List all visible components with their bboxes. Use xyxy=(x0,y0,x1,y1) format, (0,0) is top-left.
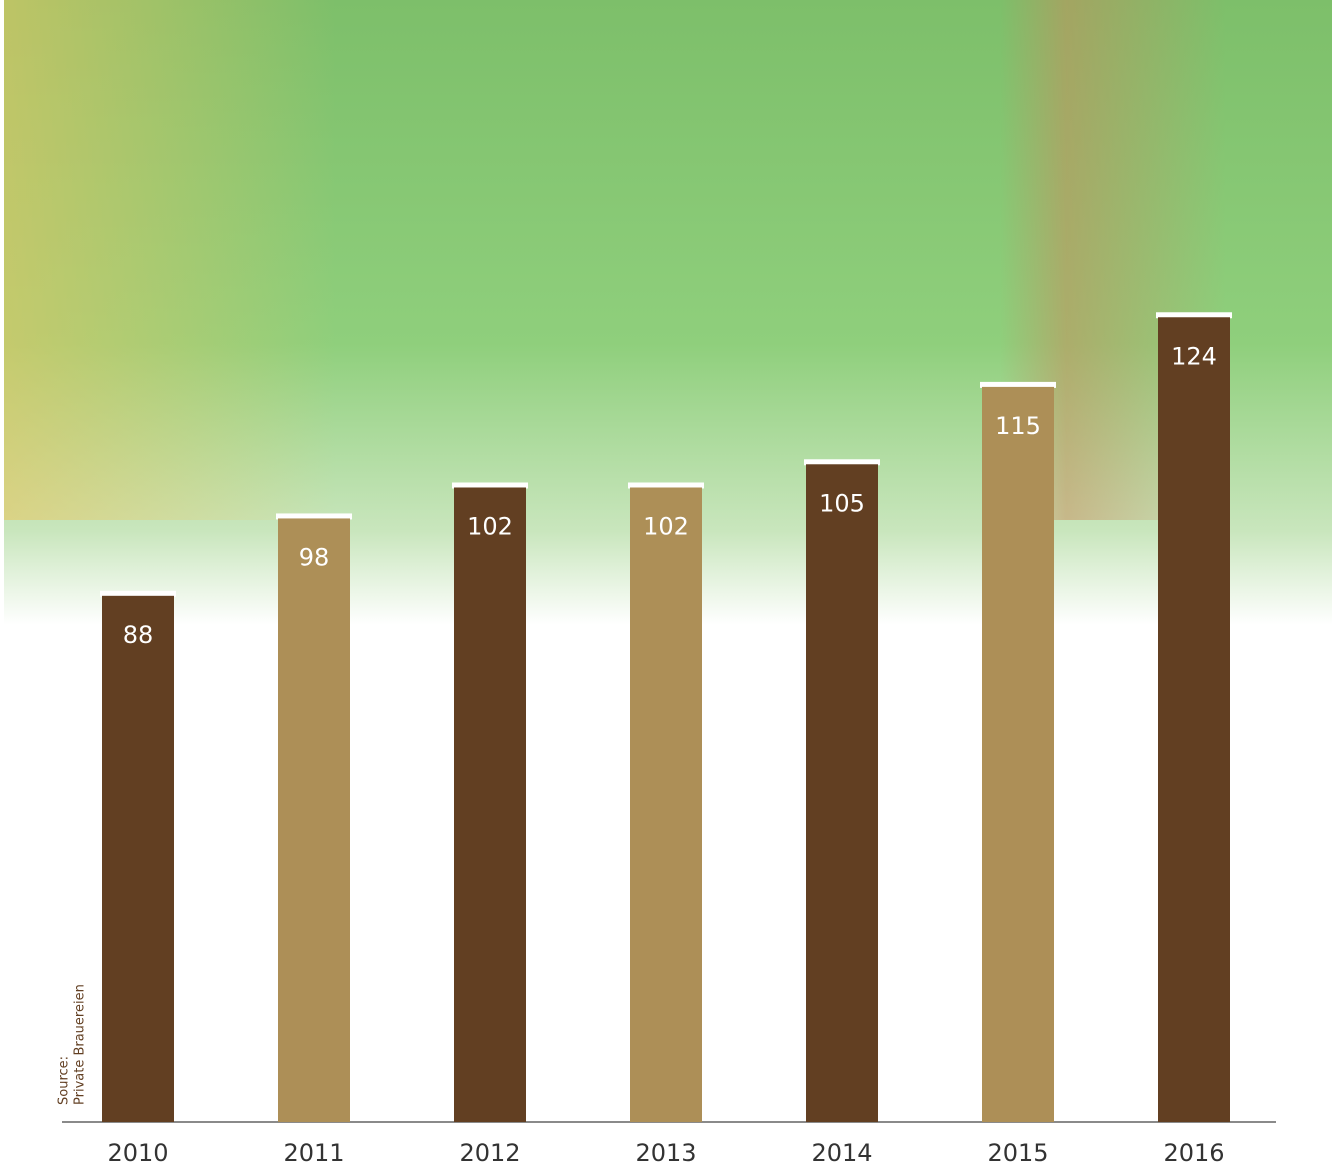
x-tick-label: 2014 xyxy=(811,1139,872,1167)
value-label: 88 xyxy=(123,621,154,649)
source-note: Source: Private Brauereien xyxy=(57,984,88,1105)
value-label: 124 xyxy=(1171,342,1217,370)
bar xyxy=(806,464,878,1122)
bar xyxy=(1158,317,1230,1122)
source-label: Source: xyxy=(57,1056,72,1105)
value-label: 98 xyxy=(299,543,330,571)
bar xyxy=(630,487,702,1122)
x-tick-label: 2015 xyxy=(987,1139,1048,1167)
value-label: 102 xyxy=(467,512,513,540)
bar xyxy=(982,387,1054,1122)
bar xyxy=(278,518,350,1122)
x-tick-label: 2010 xyxy=(107,1139,168,1167)
photo-tint xyxy=(4,0,1332,520)
value-label: 105 xyxy=(819,489,865,517)
x-tick-label: 2012 xyxy=(459,1139,520,1167)
bar xyxy=(454,487,526,1122)
x-tick-label: 2011 xyxy=(283,1139,344,1167)
x-tick-label: 2013 xyxy=(635,1139,696,1167)
x-tick-label: 2016 xyxy=(1163,1139,1224,1167)
value-label: 102 xyxy=(643,512,689,540)
source-text: Private Brauereien xyxy=(73,984,88,1105)
value-label: 115 xyxy=(995,412,1041,440)
chart: Source: Private Brauereien 88 2010 98 2011 1… xyxy=(0,0,1340,1168)
bar xyxy=(102,596,174,1122)
